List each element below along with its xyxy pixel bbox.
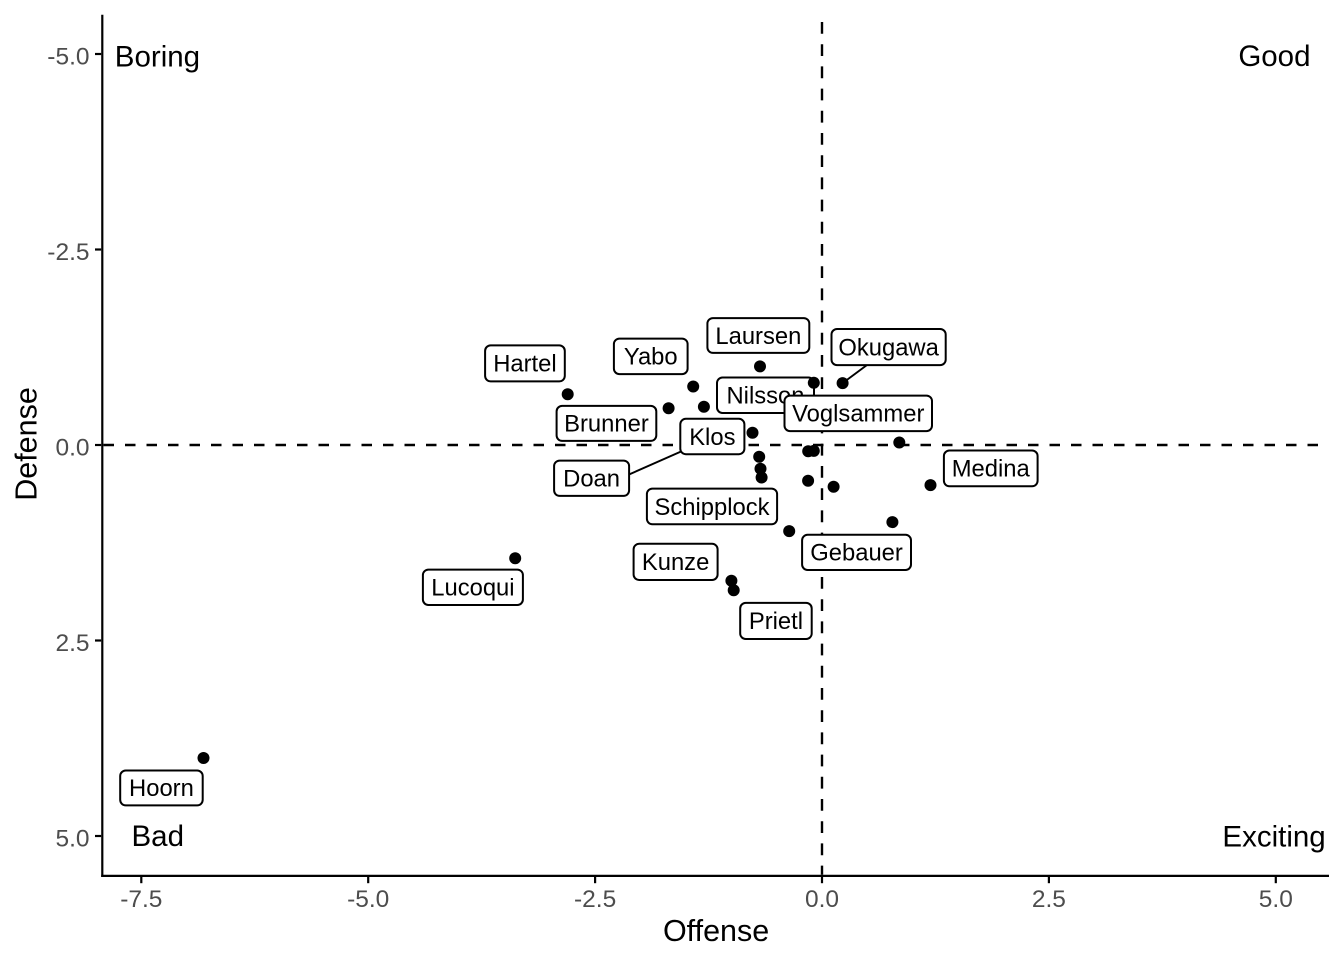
svg-text:Laursen: Laursen <box>715 323 801 350</box>
svg-text:Prietl: Prietl <box>749 608 803 635</box>
svg-text:Voglsammer: Voglsammer <box>792 401 924 428</box>
svg-text:Doan: Doan <box>563 466 620 493</box>
svg-text:Lucoqui: Lucoqui <box>431 575 514 602</box>
svg-text:Medina: Medina <box>952 456 1031 483</box>
svg-text:Good: Good <box>1238 40 1310 73</box>
svg-text:2.5: 2.5 <box>1032 886 1066 913</box>
svg-text:Kunze: Kunze <box>642 549 709 576</box>
svg-text:-5.0: -5.0 <box>47 44 89 71</box>
svg-text:Bad: Bad <box>132 820 185 853</box>
svg-text:Boring: Boring <box>115 40 200 73</box>
svg-text:Defense: Defense <box>10 387 44 501</box>
svg-text:Hartel: Hartel <box>493 351 556 378</box>
svg-text:Yabo: Yabo <box>624 344 678 371</box>
svg-text:2.5: 2.5 <box>55 630 89 657</box>
svg-text:5.0: 5.0 <box>1259 886 1293 913</box>
svg-text:Brunner: Brunner <box>564 411 649 438</box>
svg-text:Exciting: Exciting <box>1222 821 1325 854</box>
svg-text:-2.5: -2.5 <box>47 239 89 266</box>
svg-text:-7.5: -7.5 <box>120 886 162 913</box>
svg-text:Hoorn: Hoorn <box>129 775 194 802</box>
svg-text:Schipplock: Schipplock <box>654 494 769 521</box>
svg-text:Gebauer: Gebauer <box>810 540 903 567</box>
svg-text:0.0: 0.0 <box>805 886 839 913</box>
svg-text:-5.0: -5.0 <box>347 886 389 913</box>
svg-text:5.0: 5.0 <box>55 826 89 853</box>
svg-text:0.0: 0.0 <box>55 435 89 462</box>
svg-text:Offense: Offense <box>663 914 769 948</box>
svg-text:Klos: Klos <box>689 424 735 451</box>
svg-text:-2.5: -2.5 <box>574 886 616 913</box>
svg-text:Okugawa: Okugawa <box>838 334 939 361</box>
